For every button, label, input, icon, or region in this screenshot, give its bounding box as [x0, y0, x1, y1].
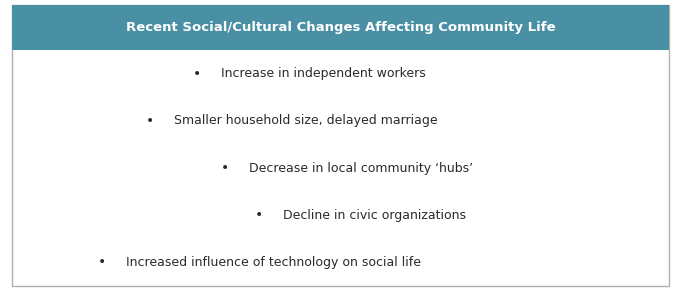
- Text: Smaller household size, delayed marriage: Smaller household size, delayed marriage: [174, 114, 437, 127]
- Text: Decline in civic organizations: Decline in civic organizations: [283, 209, 466, 222]
- Text: Decrease in local community ‘hubs’: Decrease in local community ‘hubs’: [249, 162, 473, 175]
- FancyBboxPatch shape: [12, 5, 669, 286]
- Text: •: •: [255, 208, 263, 222]
- Text: Recent Social/Cultural Changes Affecting Community Life: Recent Social/Cultural Changes Affecting…: [126, 21, 555, 34]
- Text: •: •: [221, 161, 229, 175]
- FancyBboxPatch shape: [12, 5, 669, 50]
- Text: •: •: [98, 255, 106, 269]
- Text: Increase in independent workers: Increase in independent workers: [221, 68, 426, 80]
- Text: •: •: [146, 114, 154, 128]
- Text: Increased influence of technology on social life: Increased influence of technology on soc…: [126, 256, 421, 269]
- Text: •: •: [193, 67, 202, 81]
